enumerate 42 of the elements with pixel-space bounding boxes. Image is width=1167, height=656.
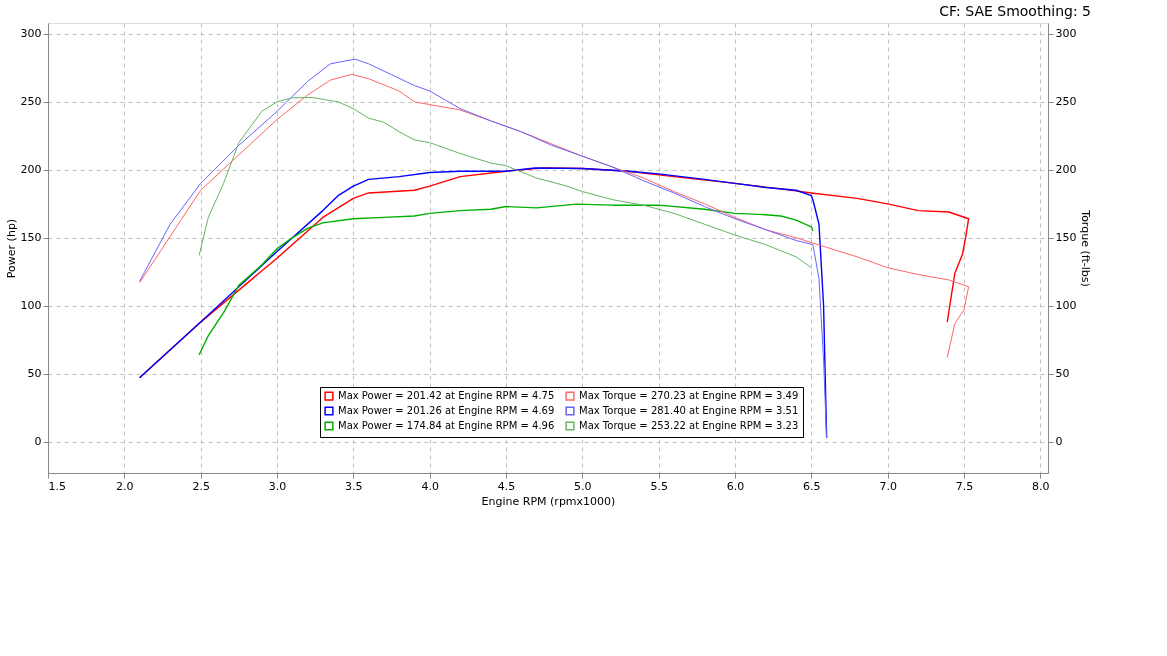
- y-tick-label: 0: [34, 435, 42, 449]
- x-tick-label: 6.5: [803, 479, 821, 493]
- y2-tick-label: 0: [1055, 435, 1063, 449]
- x-tick-label: 5.5: [650, 479, 668, 493]
- y-tick-label: 50: [27, 367, 42, 381]
- x-tick-label: 6.0: [726, 479, 745, 493]
- x-tick-label: 3.0: [268, 479, 287, 493]
- line-series: [139, 73, 970, 358]
- y-tick-label: 300: [20, 27, 42, 41]
- x-tick-label: 4.0: [421, 479, 439, 493]
- legend-label: Max Torque = 253.22 at Engine RPM = 3.23: [579, 420, 799, 431]
- line-series: [198, 203, 814, 356]
- x-axis-title: Engine RPM (rpmx1000): [481, 494, 616, 508]
- legend-label: Max Power = 201.26 at Engine RPM = 4.69: [338, 405, 555, 416]
- x-tick-label: 5.0: [574, 479, 592, 493]
- y2-tick-label: 200: [1055, 163, 1077, 177]
- y2-tick-label: 50: [1055, 367, 1070, 381]
- x-tick-label: 7.5: [955, 479, 974, 493]
- text: CF: SAE Smoothing: 5: [939, 3, 1091, 19]
- x-tick-label: 2.5: [192, 479, 210, 493]
- x-tick-label: 7.0: [879, 479, 897, 493]
- line-series: [139, 58, 828, 439]
- y-tick-label: 100: [20, 299, 42, 313]
- x-tick-label: 4.5: [497, 479, 516, 493]
- legend-label: Max Power = 201.42 at Engine RPM = 4.75: [338, 390, 555, 402]
- x-tick-label: 2.0: [116, 479, 134, 493]
- y-tick-label: 250: [20, 95, 42, 109]
- x-tick-label: 8.0: [1032, 479, 1050, 493]
- x-tick-label: 1.5: [48, 479, 66, 493]
- y-axis-title: Power (hp): [4, 218, 18, 279]
- legend-label: Max Torque = 281.40 at Engine RPM = 3.51: [579, 405, 799, 416]
- legend-label: Max Torque = 270.23 at Engine RPM = 3.49: [579, 390, 799, 402]
- line-series: [198, 97, 812, 269]
- legend-label: Max Power = 174.84 at Engine RPM = 4.96: [338, 420, 555, 431]
- y2-tick-label: 100: [1055, 299, 1077, 313]
- y2-tick-label: 150: [1055, 231, 1077, 245]
- y-tick-label: 150: [20, 231, 42, 245]
- y2-tick-label: 300: [1055, 27, 1077, 41]
- x-tick-label: 3.5: [345, 479, 363, 493]
- y-tick-label: 200: [20, 163, 42, 177]
- y2-axis-title: Torque (ft-lbs): [1079, 209, 1093, 287]
- y2-tick-label: 250: [1055, 95, 1077, 109]
